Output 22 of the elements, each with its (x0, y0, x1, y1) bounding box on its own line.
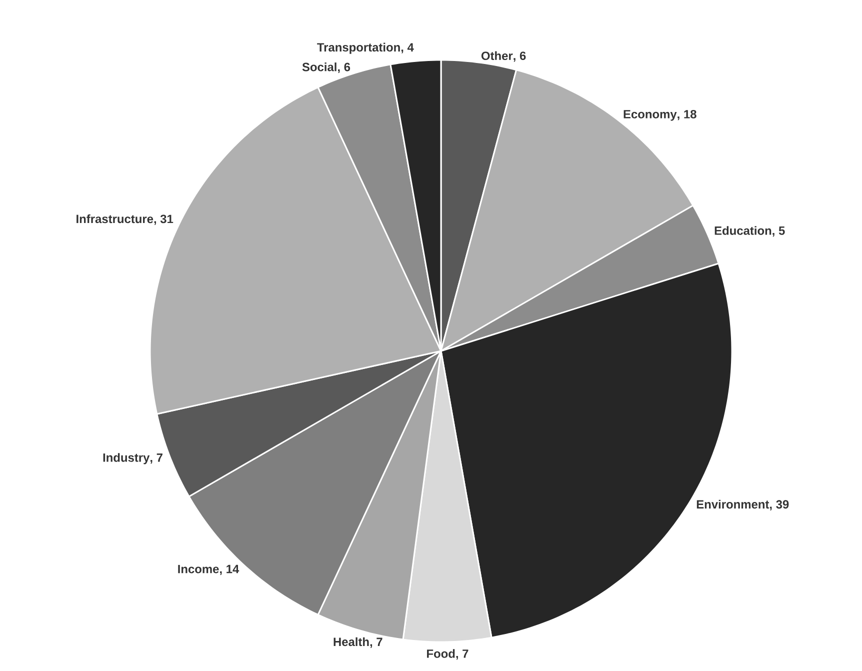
slice-label: Other (481, 51, 513, 60)
slice-label: Infrastructure (76, 214, 154, 224)
data-label: , 7 (150, 454, 162, 464)
data-label: , 18 (678, 110, 696, 120)
data-label: , 7 (370, 638, 382, 648)
slice-label: Environment (696, 500, 770, 509)
slice-label: Income (178, 564, 219, 574)
slice-label: Transportation (317, 42, 400, 54)
data-label: , 4 (401, 43, 414, 54)
slice-label: Education (714, 226, 772, 235)
slice-label: Food (427, 649, 455, 658)
data-label: , 14 (220, 564, 240, 575)
data-label: , 5 (772, 226, 785, 237)
slice-label: Social (302, 62, 336, 72)
data-label: , 31 (154, 214, 174, 225)
data-label: , 39 (770, 500, 789, 510)
slice-label: Economy (624, 110, 677, 121)
slice-label: Health (334, 637, 369, 646)
data-label: , 7 (456, 650, 468, 660)
data-label: , 6 (338, 62, 350, 73)
slice-label: Industry (103, 453, 150, 464)
data-label: , 6 (514, 52, 526, 62)
